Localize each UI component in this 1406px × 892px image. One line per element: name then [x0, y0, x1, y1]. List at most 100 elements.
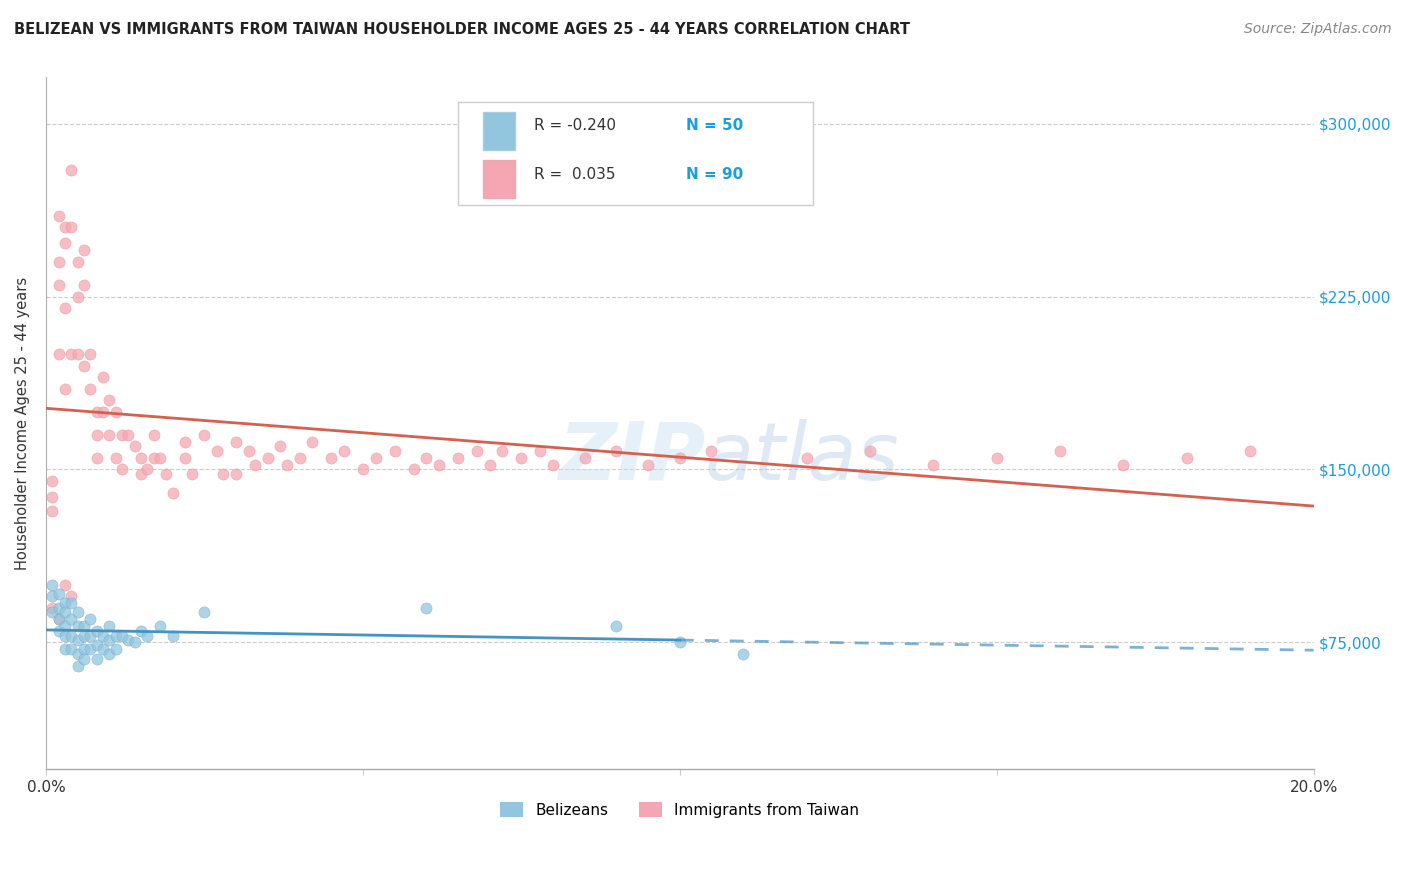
Point [86, 651, 108, 665]
Point [60, 596, 83, 610]
Point [193, 606, 215, 620]
Point [41, 606, 63, 620]
Point [66, 658, 89, 673]
Point [1175, 450, 1198, 465]
Point [53, 628, 76, 642]
Point [48, 278, 70, 293]
Text: Source: ZipAtlas.com: Source: ZipAtlas.com [1244, 22, 1392, 37]
Point [605, 444, 627, 458]
Point [79, 382, 101, 396]
Point [402, 462, 425, 476]
Point [174, 434, 197, 449]
Point [669, 635, 692, 649]
Point [124, 439, 146, 453]
Point [79, 628, 101, 642]
Point [60, 590, 83, 604]
Point [111, 462, 134, 476]
Text: N = 50: N = 50 [686, 119, 744, 133]
FancyBboxPatch shape [484, 112, 515, 150]
Point [60, 642, 83, 657]
Point [73, 651, 96, 665]
Point [66, 289, 89, 303]
Point [98, 619, 121, 633]
Point [174, 450, 197, 465]
FancyBboxPatch shape [484, 161, 515, 198]
Point [529, 444, 551, 458]
Point [53, 301, 76, 315]
Point [41, 504, 63, 518]
Point [60, 220, 83, 235]
Point [605, 619, 627, 633]
Point [384, 444, 406, 458]
Point [53, 236, 76, 251]
Point [86, 428, 108, 442]
Point [225, 434, 247, 449]
Point [733, 647, 755, 661]
Point [427, 458, 450, 472]
Point [117, 633, 139, 648]
Point [66, 255, 89, 269]
Point [136, 628, 159, 642]
Point [256, 450, 278, 465]
Point [73, 244, 96, 258]
Point [352, 462, 374, 476]
Point [193, 428, 215, 442]
Point [180, 467, 202, 482]
Point [111, 628, 134, 642]
Point [73, 619, 96, 633]
Point [48, 209, 70, 223]
Point [91, 642, 114, 657]
Point [41, 578, 63, 592]
Point [574, 450, 596, 465]
Point [60, 347, 83, 361]
Point [41, 590, 63, 604]
Point [53, 596, 76, 610]
Point [73, 628, 96, 642]
Point [86, 638, 108, 652]
Point [104, 642, 127, 657]
Point [225, 467, 247, 482]
Point [73, 278, 96, 293]
Point [124, 635, 146, 649]
Point [79, 612, 101, 626]
Point [53, 606, 76, 620]
Point [91, 370, 114, 384]
Point [415, 450, 437, 465]
Point [86, 450, 108, 465]
Point [162, 485, 184, 500]
Point [491, 444, 513, 458]
Point [243, 458, 266, 472]
Point [364, 450, 387, 465]
Point [104, 628, 127, 642]
Point [73, 359, 96, 373]
Point [98, 428, 121, 442]
Point [66, 633, 89, 648]
Point [48, 612, 70, 626]
Point [41, 490, 63, 504]
Point [447, 450, 470, 465]
Point [98, 633, 121, 648]
Point [1049, 444, 1071, 458]
Point [66, 606, 89, 620]
Point [541, 458, 564, 472]
Legend: Belizeans, Immigrants from Taiwan: Belizeans, Immigrants from Taiwan [495, 796, 865, 824]
Point [79, 642, 101, 657]
Point [333, 444, 356, 458]
Point [53, 642, 76, 657]
Text: ZIP: ZIP [558, 419, 706, 497]
Point [53, 220, 76, 235]
Point [922, 458, 945, 472]
Point [142, 428, 165, 442]
Point [510, 450, 533, 465]
Point [48, 612, 70, 626]
Text: R =  0.035: R = 0.035 [534, 167, 616, 182]
Point [98, 647, 121, 661]
Point [98, 393, 121, 408]
Point [48, 255, 70, 269]
Point [41, 474, 63, 488]
Point [986, 450, 1008, 465]
Point [53, 619, 76, 633]
Point [129, 467, 152, 482]
Point [212, 467, 235, 482]
Point [41, 600, 63, 615]
